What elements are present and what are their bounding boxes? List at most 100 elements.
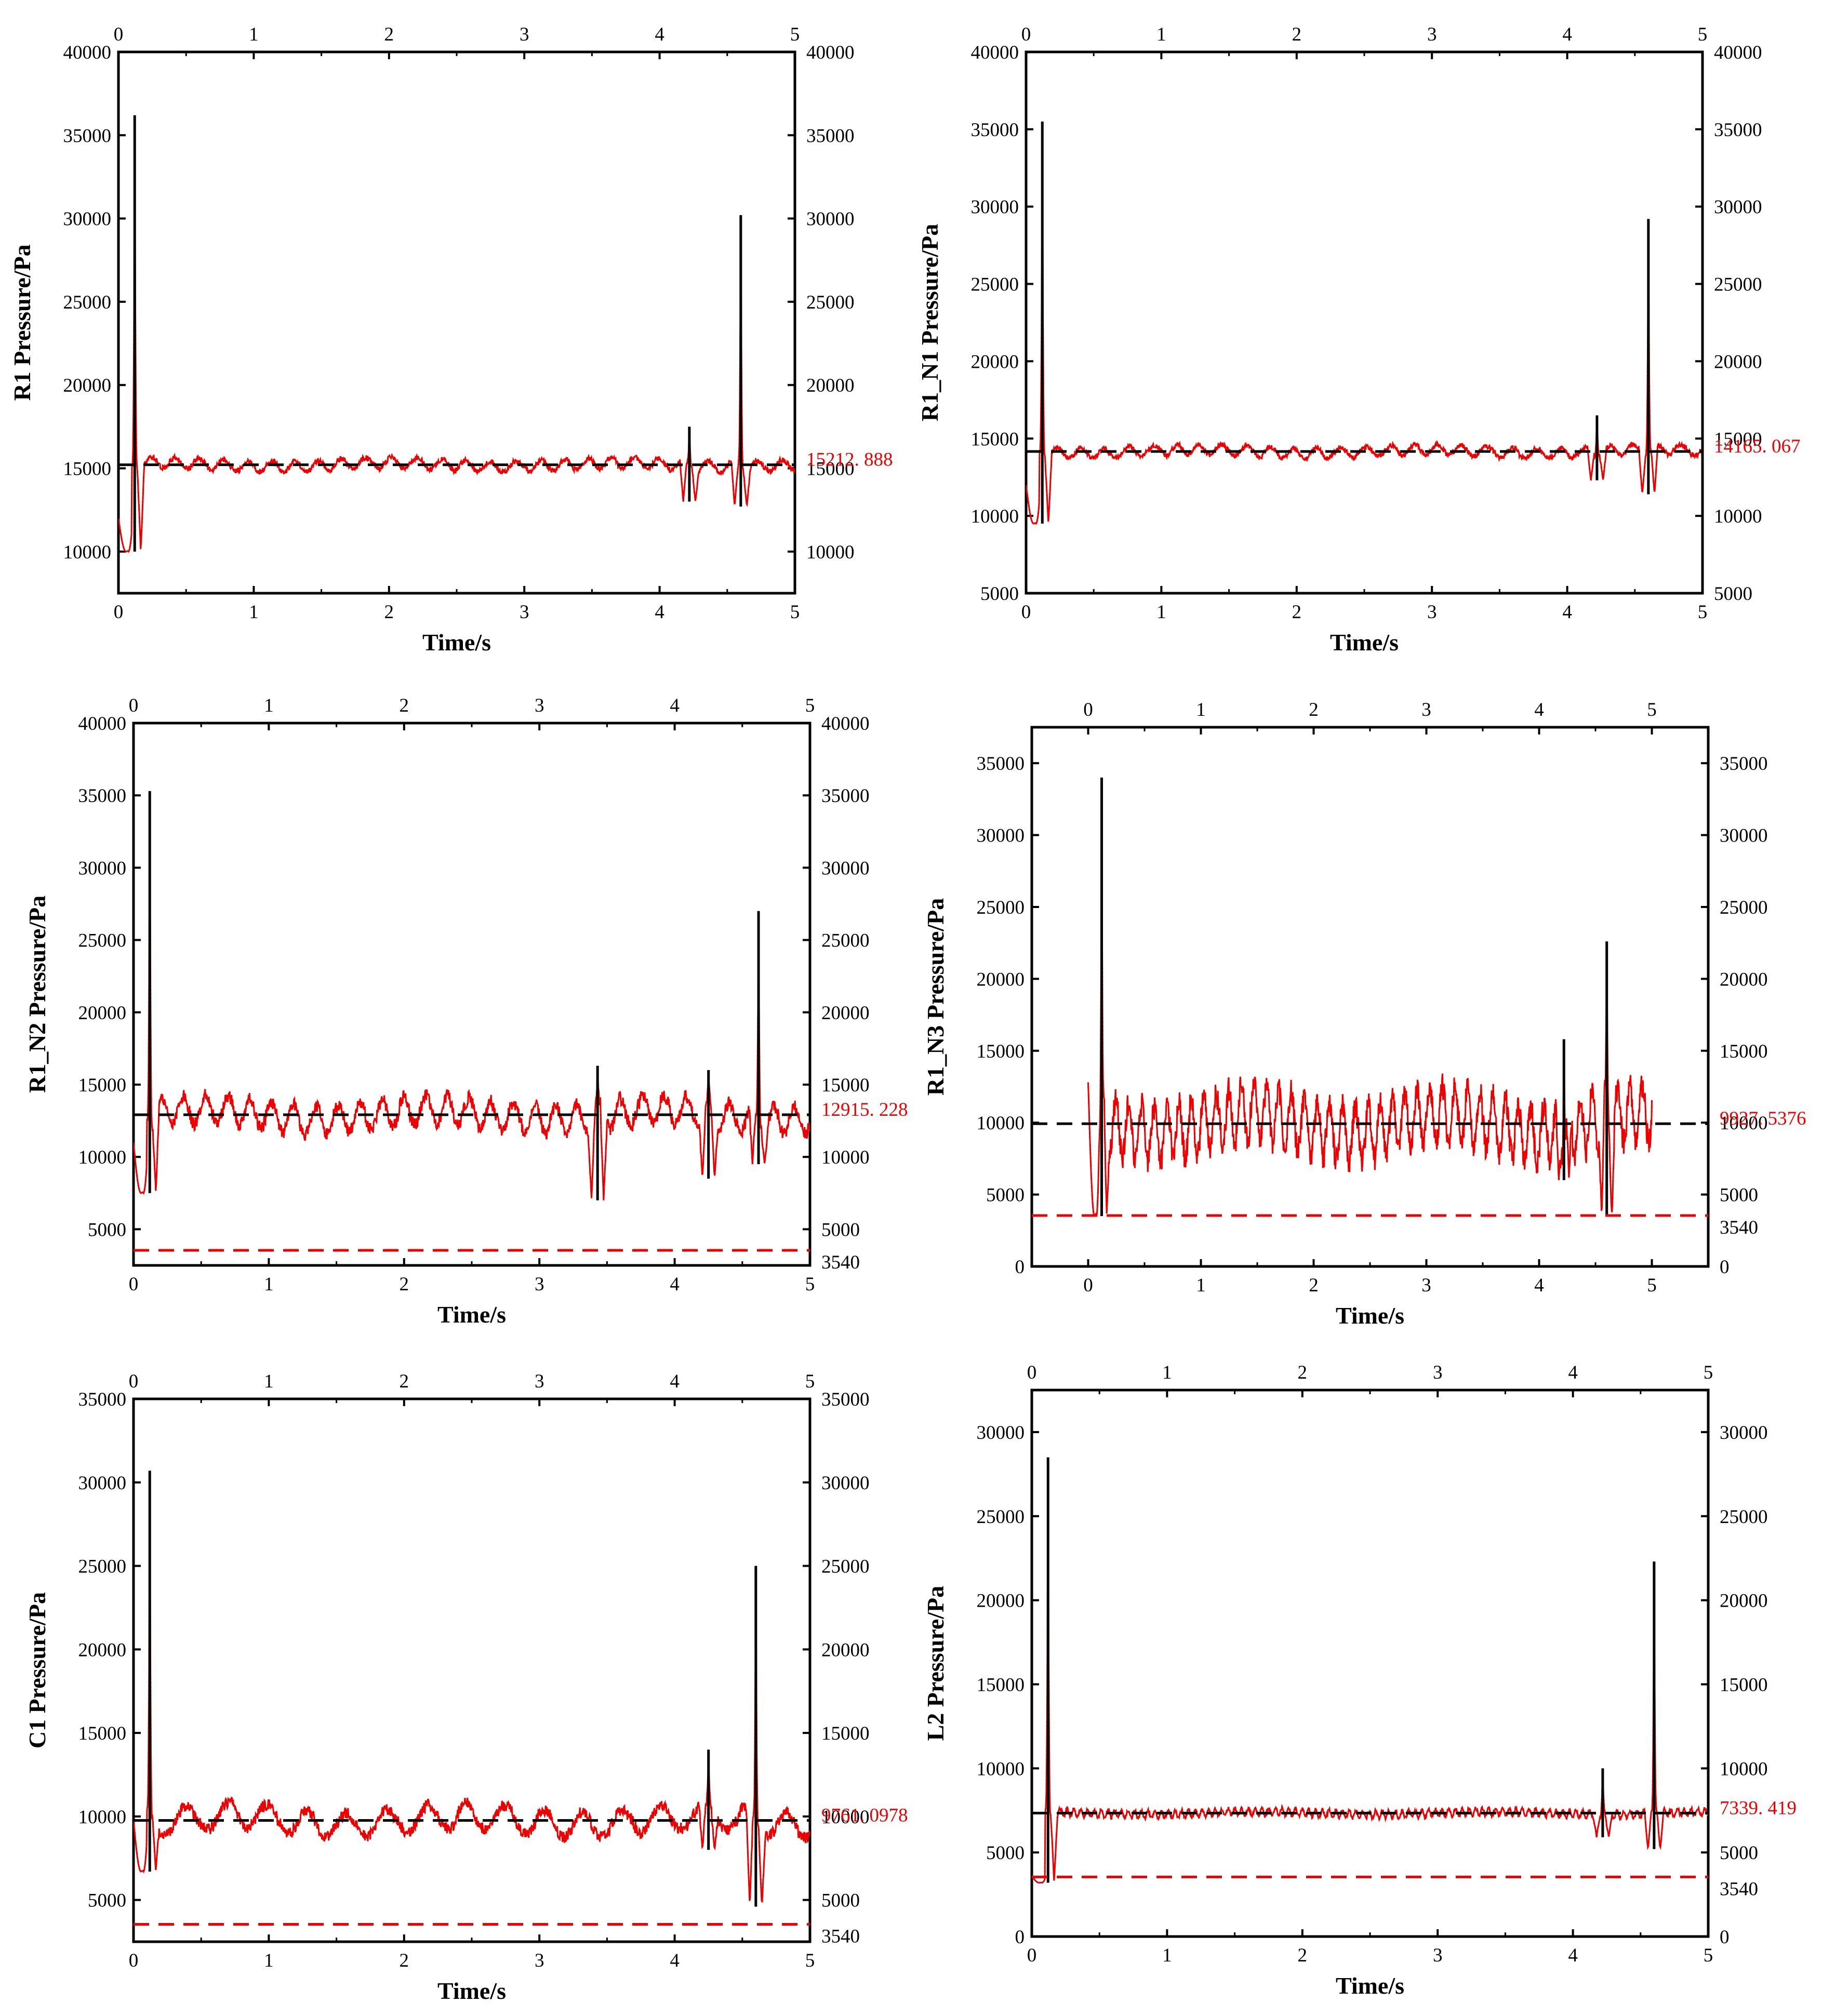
mean-value-label: 14165. 067 [1714,436,1801,457]
x-tick-label: 3 [520,602,529,623]
y-tick-label-right: 15000 [806,459,855,480]
y-tick-label-right: 30000 [1720,825,1768,847]
y-tick-label: 35000 [977,753,1025,775]
series-shadow [118,185,795,553]
x-tick-label: 4 [1534,1275,1544,1296]
x-tick-label-top: 3 [520,24,529,45]
y-tick-label: 35000 [63,125,112,146]
y-tick-label: 20000 [977,969,1025,990]
x-tick-label-top: 1 [1162,1362,1172,1383]
x-tick-label-top: 5 [805,1371,815,1392]
x-tick-label-top: 3 [1421,699,1431,720]
x-tick-label-top: 4 [1534,699,1544,720]
mean-value-label: 7339. 419 [1720,1797,1797,1819]
x-tick-label: 5 [805,1274,815,1295]
y-tick-label-right: 30000 [806,209,855,230]
x-tick-label: 2 [400,1950,409,1971]
y-tick-label: 30000 [977,825,1025,847]
y-tick-label-right: 20000 [1714,351,1762,372]
x-tick-label: 4 [670,1950,680,1971]
x-tick-label: 0 [129,1950,139,1971]
y-tick-label: 20000 [977,1591,1025,1612]
x-tick-label-top: 2 [400,695,409,716]
y-tick-label-right: 10000 [806,542,855,563]
y-tick-label: 10000 [78,1807,127,1828]
y-tick-label: 15000 [977,1674,1025,1695]
x-tick-label-top: 5 [1698,24,1708,45]
y-axis-title: R1 Pressure/Pa [9,244,35,400]
x-tick-label-top: 0 [1027,1362,1037,1383]
y-tick-label: 15000 [63,459,112,480]
y-tick-label-right: 20000 [1720,1591,1768,1612]
y-tick-label-right: 0 [1720,1257,1730,1278]
y-tick-label: 35000 [971,119,1019,141]
x-tick-label: 2 [400,1274,409,1295]
plot-frame [1030,1388,1710,1938]
x-tick-label: 1 [1162,1945,1172,1966]
x-tick-label: 0 [129,1274,139,1295]
x-tick-label: 3 [535,1950,544,1971]
x-tick-label-top: 4 [1568,1362,1578,1383]
y-tick-label: 5000 [88,1890,126,1912]
y-tick-label-right: 0 [1720,1927,1730,1948]
y-tick-label: 40000 [78,713,127,735]
x-tick-label-top: 5 [1704,1362,1713,1383]
y-tick-label: 10000 [78,1147,127,1168]
x-tick-label: 2 [384,602,394,623]
y-tick-label-right: 35000 [1714,119,1762,141]
y-tick-label-right: 35000 [1720,753,1768,775]
y-tick-label: 20000 [78,1639,127,1661]
x-tick-label: 0 [1083,1275,1093,1296]
y-tick-label: 35000 [78,785,127,807]
x-tick-label: 0 [114,602,124,623]
x-tick-label: 2 [1298,1945,1308,1966]
x-tick-label-top: 3 [1433,1362,1443,1383]
y-tick-label: 25000 [971,274,1019,296]
x-tick-label: 2 [1309,1275,1319,1296]
y-tick-label-right: 35000 [821,785,870,807]
chart-panel-r1-n3: 0 0 1 1 2 2 3 3 4 4 5 5 0 0 5000 5000 10000 10000 15000 150… [922,699,1806,1329]
y-tick-label-right: 15000 [821,1075,870,1096]
y-tick-label-right: 10000 [821,1807,870,1828]
y-tick-label: 30000 [63,209,112,230]
limit-value-label: 3540 [1720,1878,1758,1900]
mean-value-label: 15212. 888 [806,449,893,471]
y-tick-label-right: 5000 [1714,583,1752,605]
y-tick-label: 30000 [971,197,1019,218]
x-tick-label-top: 2 [1292,24,1302,45]
x-tick-label-top: 5 [805,695,815,716]
x-tick-label: 1 [264,1274,274,1295]
x-tick-label: 5 [1698,602,1708,623]
y-tick-label: 20000 [971,351,1019,372]
x-tick-label: 3 [535,1274,544,1295]
x-tick-label-top: 0 [1083,699,1093,720]
pressure-series [118,185,795,553]
plot-frame [132,1397,812,1943]
y-tick-label: 0 [1015,1927,1025,1948]
y-tick-label-right: 5000 [821,1890,860,1912]
plot-frame [117,50,796,595]
pressure-series [1026,188,1703,525]
x-tick-label: 1 [249,602,259,623]
x-tick-label: 1 [1196,1275,1206,1296]
x-tick-label: 3 [1433,1945,1443,1966]
x-tick-label-top: 3 [1427,24,1437,45]
y-tick-label: 15000 [78,1723,127,1744]
x-tick-label: 0 [1027,1945,1037,1966]
y-tick-label: 15000 [977,1041,1025,1062]
y-tick-label-right: 25000 [821,1556,870,1578]
x-tick-label-top: 5 [790,24,800,45]
y-tick-label: 25000 [977,1506,1025,1528]
pressure-series [1087,844,1653,1217]
x-tick-label: 1 [1156,602,1166,623]
y-tick-label-right: 15000 [1720,1674,1768,1695]
y-tick-label-right: 10000 [1714,506,1762,527]
y-tick-label-right: 20000 [1720,969,1768,990]
chart-panel-r1-n1: 0 0 1 1 2 2 3 3 4 4 5 5 5000 5000 10000 10000 15000 15000… [916,24,1801,656]
y-tick-label-right: 25000 [821,930,870,952]
mean-value-label: 9761. 0978 [821,1805,908,1826]
y-tick-label-right: 30000 [821,1473,870,1494]
y-tick-label-right: 30000 [1714,197,1762,218]
y-tick-label-right: 30000 [1720,1422,1768,1444]
